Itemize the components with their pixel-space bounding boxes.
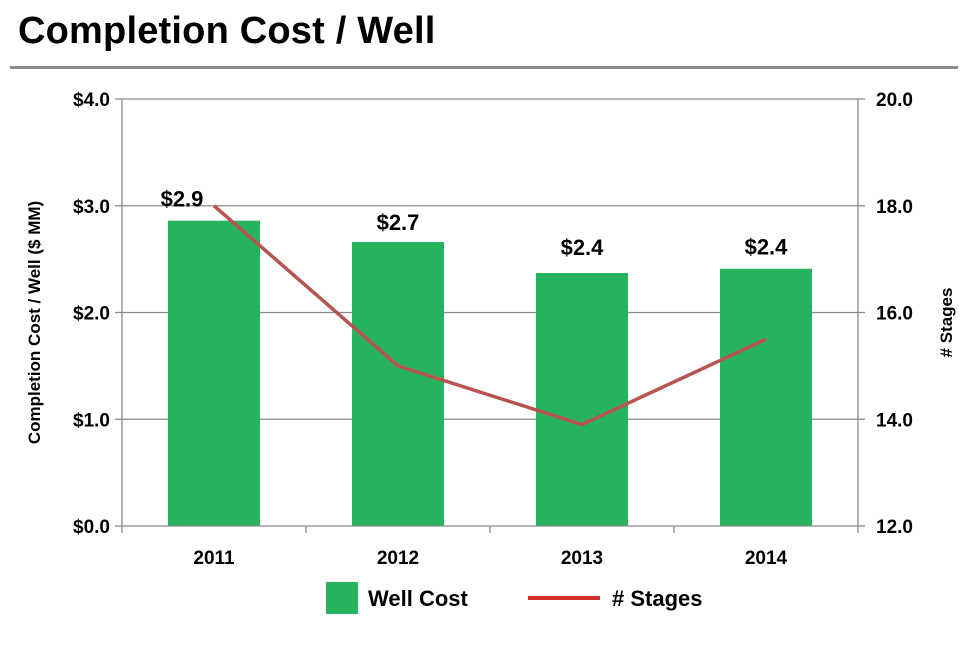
- data-labels: $2.9 $2.7 $2.4 $2.4: [161, 187, 789, 260]
- y-tick-label: $3.0: [73, 197, 110, 218]
- bar-value-label: $2.9: [161, 187, 204, 212]
- bar-2014: [720, 268, 812, 526]
- legend: Well Cost # Stages: [326, 582, 703, 614]
- y-tick-label: $0.0: [73, 517, 110, 538]
- x-tick-label: 2011: [193, 548, 235, 569]
- stages-line: [212, 204, 767, 427]
- bar-2012: [352, 242, 444, 527]
- x-tick-label: 2014: [745, 548, 788, 569]
- legend-well-cost-swatch: [326, 582, 358, 614]
- y-tick-label: $4.0: [73, 90, 110, 111]
- bar-2013: [536, 273, 628, 526]
- y2-tick-label: 18.0: [876, 197, 913, 218]
- legend-stages-label: # Stages: [612, 586, 703, 611]
- title-divider: [10, 66, 958, 69]
- y2-axis-title: # Stages: [937, 288, 956, 358]
- bars: [168, 220, 812, 527]
- axes: $0.0 $1.0 $2.0 $3.0 $4.0 12.0 14.0 16.0 18.0 20.0…: [73, 90, 913, 569]
- bar-value-label: $2.7: [377, 210, 420, 235]
- x-tick-label: 2013: [561, 548, 603, 569]
- y2-tick-label: 20.0: [876, 90, 913, 111]
- y-tick-label: $2.0: [73, 304, 110, 325]
- y2-tick-label: 16.0: [876, 304, 913, 325]
- line-series: [212, 204, 767, 427]
- y2-tick-label: 12.0: [876, 517, 913, 538]
- page-title: Completion Cost / Well: [18, 10, 436, 52]
- x-tick-label: 2012: [377, 548, 419, 569]
- bar-value-label: $2.4: [745, 235, 789, 260]
- y-axis-title: Completion Cost / Well ($ MM): [25, 201, 44, 444]
- bar-value-label: $2.4: [561, 235, 605, 260]
- legend-well-cost-label: Well Cost: [368, 586, 469, 611]
- y2-tick-label: 14.0: [876, 410, 913, 431]
- y-tick-label: $1.0: [73, 410, 110, 431]
- bar-2011: [168, 220, 260, 526]
